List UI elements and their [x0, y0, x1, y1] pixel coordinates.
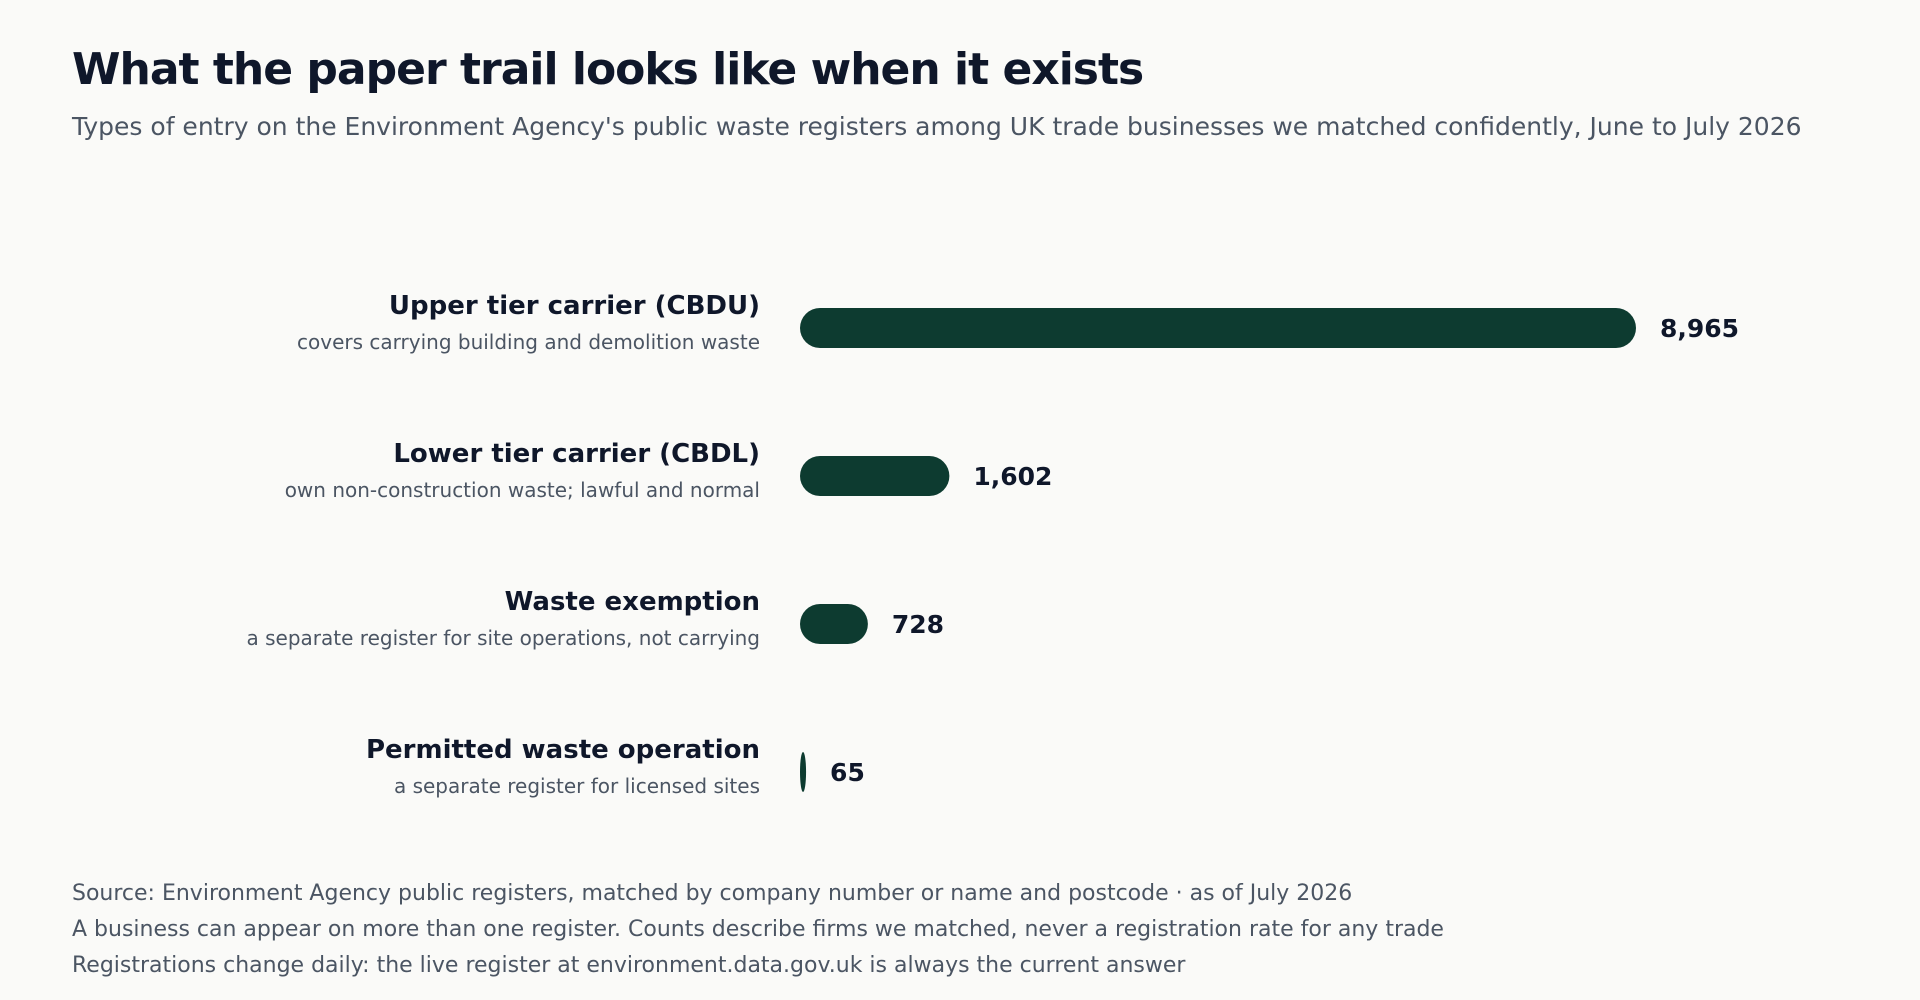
- bar: [800, 308, 1636, 348]
- bar-chart: Upper tier carrier (CBDU) covers carrying…: [247, 291, 1740, 798]
- category-label: Upper tier carrier (CBDU): [389, 291, 760, 321]
- bar: [800, 752, 807, 792]
- category-label: Lower tier carrier (CBDL): [393, 439, 760, 469]
- chart-footer: Source: Environment Agency public regist…: [72, 876, 1444, 984]
- source-note: Source: Environment Agency public regist…: [72, 881, 1353, 906]
- value-label: 65: [830, 758, 865, 787]
- bar: [800, 604, 868, 644]
- category-label: Permitted waste operation: [366, 735, 760, 765]
- category-description: own non-construction waste; lawful and n…: [285, 478, 760, 502]
- category-description: a separate register for site operations,…: [247, 626, 760, 650]
- value-label: 1,602: [973, 462, 1052, 491]
- value-label: 8,965: [1660, 314, 1739, 343]
- value-label: 728: [892, 610, 944, 639]
- registration-note: A business can appear on more than one r…: [72, 917, 1444, 942]
- category-label: Waste exemption: [505, 587, 760, 617]
- chart-title: What the paper trail looks like when it …: [72, 44, 1144, 95]
- category-description: a separate register for licensed sites: [394, 774, 760, 798]
- live-register-note: Registrations change daily: the live reg…: [72, 953, 1186, 978]
- bar: [800, 456, 950, 496]
- chart-subtitle: Types of entry on the Environment Agency…: [72, 112, 1802, 141]
- category-description: covers carrying building and demolition …: [297, 330, 760, 354]
